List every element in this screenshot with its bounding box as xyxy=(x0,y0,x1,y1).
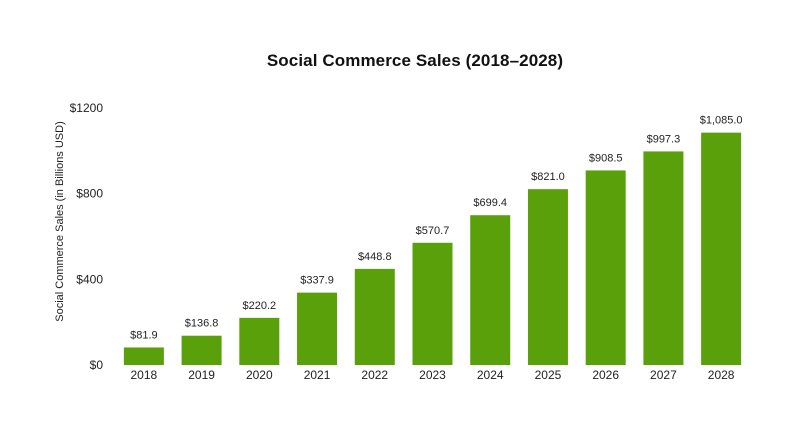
bar xyxy=(239,317,280,365)
data-label: $821.0 xyxy=(531,171,565,183)
bar xyxy=(354,268,395,365)
bar xyxy=(181,335,222,365)
x-axis: 2018 2019 2020 2021 2022 2023 2024 2025 2026 2027… xyxy=(131,368,735,382)
data-label: $1,085.0 xyxy=(700,115,743,127)
x-tick-label: 2027 xyxy=(650,368,677,382)
x-tick-label: 2021 xyxy=(304,368,331,382)
data-label: $997.3 xyxy=(647,133,681,145)
x-tick-label: 2023 xyxy=(419,368,446,382)
data-label: $337.9 xyxy=(300,275,334,287)
data-label: $136.8 xyxy=(185,318,219,330)
y-axis: $0 $400 $800 $1200 xyxy=(70,101,104,372)
y-tick-label: $0 xyxy=(90,358,104,372)
bar xyxy=(470,215,511,365)
x-tick-label: 2025 xyxy=(535,368,562,382)
x-tick-label: 2019 xyxy=(188,368,215,382)
x-tick-label: 2026 xyxy=(592,368,619,382)
data-label-group: $81.9 $136.8 $220.2 $337.9 $448.8 $570.7 $699.… xyxy=(130,115,742,342)
data-label: $448.8 xyxy=(358,251,392,263)
x-tick-label: 2020 xyxy=(246,368,273,382)
data-label: $699.4 xyxy=(473,197,507,209)
bar xyxy=(527,189,568,365)
bar xyxy=(585,170,626,365)
bar xyxy=(412,242,453,365)
y-axis-title: Social Commerce Sales (in Billions USD) xyxy=(54,121,66,322)
data-label: $220.2 xyxy=(242,300,276,312)
bar xyxy=(123,347,164,365)
y-tick-label: $400 xyxy=(76,272,103,286)
y-tick-label: $1200 xyxy=(70,101,104,115)
data-label: $570.7 xyxy=(416,225,450,237)
y-tick-label: $800 xyxy=(76,187,103,201)
bar-group xyxy=(123,132,742,365)
x-tick-label: 2028 xyxy=(708,368,735,382)
x-tick-label: 2018 xyxy=(131,368,158,382)
data-label: $908.5 xyxy=(589,152,623,164)
chart-title: Social Commerce Sales (2018–2028) xyxy=(266,51,564,70)
data-label: $81.9 xyxy=(130,329,158,341)
x-tick-label: 2024 xyxy=(477,368,504,382)
bar xyxy=(643,151,684,365)
bar xyxy=(297,292,338,365)
bar xyxy=(701,132,742,365)
x-tick-label: 2022 xyxy=(361,368,388,382)
